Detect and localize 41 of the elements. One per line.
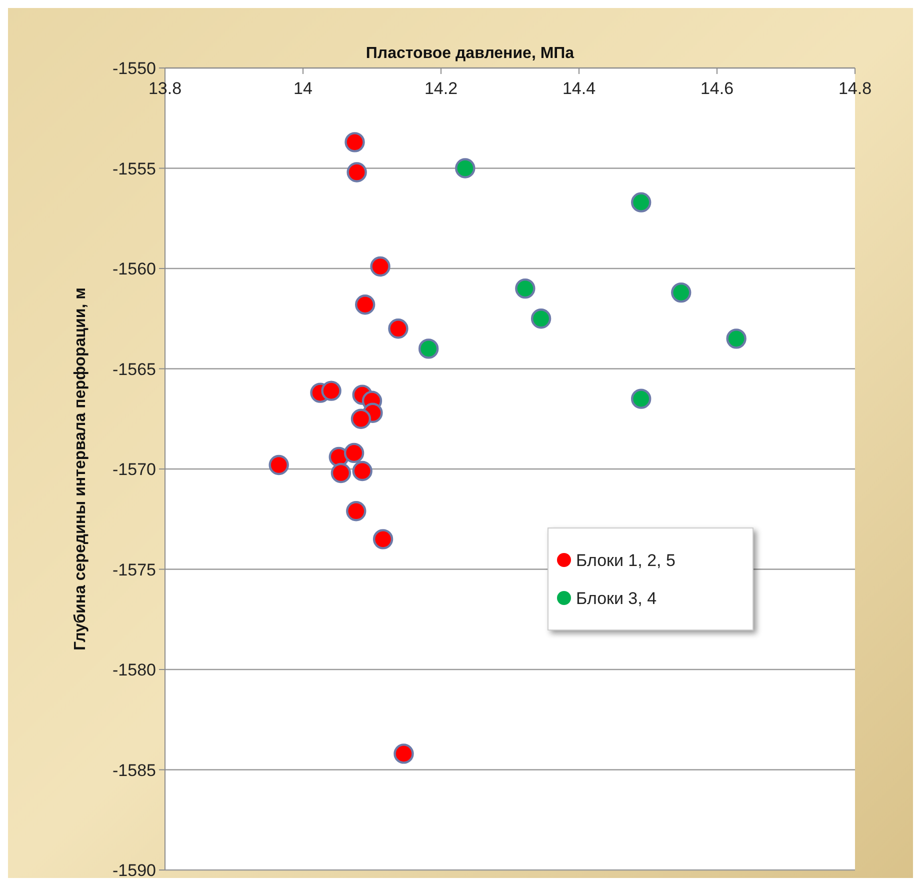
point xyxy=(530,308,552,329)
point xyxy=(455,158,476,178)
y-tick-label: -1590 xyxy=(112,861,156,880)
point xyxy=(352,460,372,482)
y-tick-label: -1570 xyxy=(112,460,156,479)
y-tick-label: -1565 xyxy=(112,360,156,379)
point xyxy=(330,462,352,484)
point xyxy=(631,192,652,212)
point xyxy=(726,328,746,349)
y-tick-label: -1550 xyxy=(112,59,156,78)
y-tick-label: -1585 xyxy=(112,760,156,780)
x-tick-label: 14 xyxy=(294,79,312,98)
point xyxy=(388,318,408,339)
point xyxy=(350,408,372,429)
point xyxy=(372,529,394,550)
point xyxy=(346,501,366,522)
point xyxy=(346,162,367,182)
x-tick-label: 14.6 xyxy=(700,79,734,98)
y-tick-label: -1560 xyxy=(112,260,156,278)
x-tick-label: 13.8 xyxy=(148,79,182,98)
x-axis-title: Пластовое давление, МПа xyxy=(366,45,574,62)
point xyxy=(321,380,342,401)
point xyxy=(344,442,364,464)
point xyxy=(355,294,376,315)
point xyxy=(631,388,652,409)
x-tick-label: 14.2 xyxy=(424,79,458,98)
point xyxy=(418,338,439,359)
y-tick-label: -1555 xyxy=(112,159,156,178)
legend-label: Блоки 1, 2, 5 xyxy=(576,551,676,570)
point xyxy=(370,256,390,277)
point xyxy=(671,282,692,303)
y-axis-title: Глубина середины интервала перфорации, м xyxy=(72,288,89,650)
x-tick-label: 14.4 xyxy=(562,79,596,98)
y-tick-label: -1575 xyxy=(112,560,156,580)
point xyxy=(515,278,536,299)
x-tick-label: 14.8 xyxy=(838,79,872,98)
legend-label: Блоки 3, 4 xyxy=(576,589,657,608)
point xyxy=(344,132,365,152)
point xyxy=(394,744,414,764)
point xyxy=(268,454,289,476)
y-tick-label: -1580 xyxy=(112,660,156,680)
